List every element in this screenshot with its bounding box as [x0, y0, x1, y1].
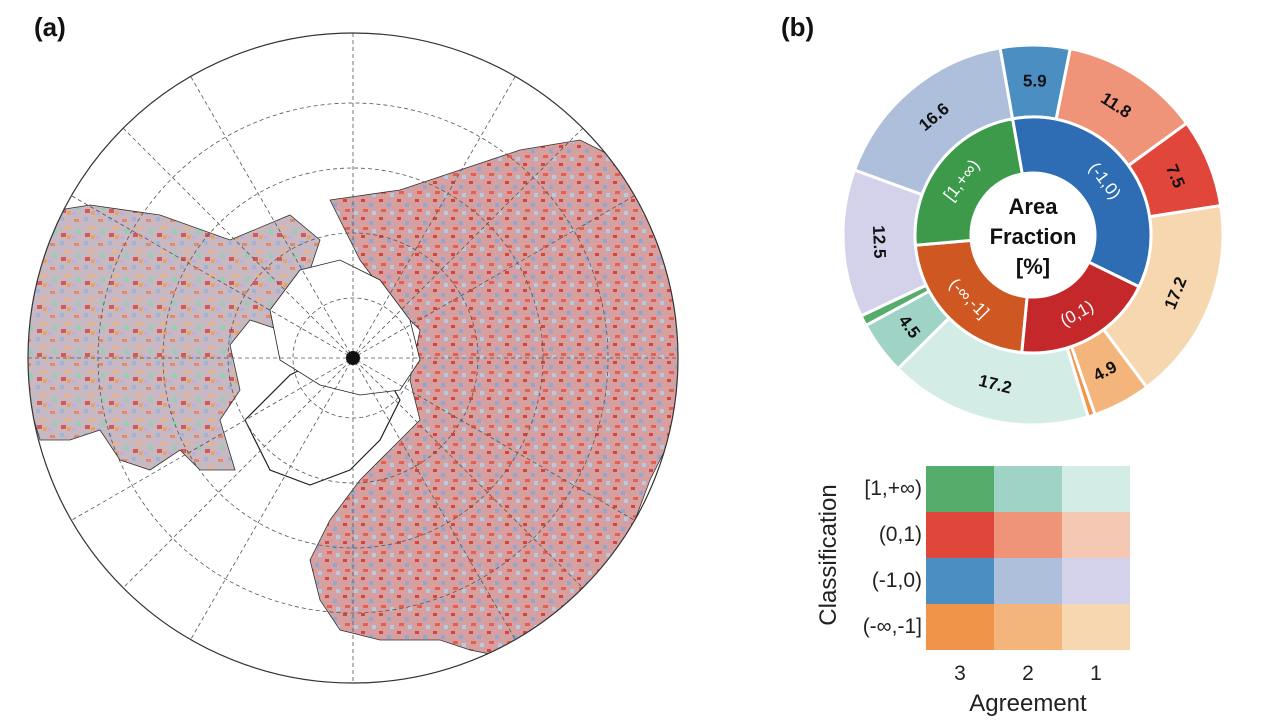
arctic-ocean [269, 259, 421, 396]
heatmap-row-label-2: (0,1) [879, 523, 922, 546]
north-pole-marker [346, 351, 360, 365]
donut-center-line-2: Fraction [990, 224, 1077, 249]
heatmap-col-label-3: 3 [954, 662, 966, 685]
heatmap-cell-1-inf-agr2 [994, 466, 1062, 512]
donut-center-line-3: [%] [1016, 254, 1050, 279]
donut-center-line-1: Area [1009, 194, 1059, 219]
classification-agreement-heatmap: [1,+∞) (0,1) (-1,0) (-∞,-1] 3 2 1 Agreem… [815, 466, 1130, 717]
polar-map [27, 32, 679, 684]
heatmap-row-label-4: (-∞,-1] [863, 615, 922, 638]
panel-a-label: (a) [34, 12, 66, 42]
heatmap-cell-1-inf-agr1 [1062, 466, 1130, 512]
heatmap-col-label-2: 2 [1022, 662, 1034, 685]
outer-slice-label: 12.5 [869, 225, 889, 259]
heatmap-xlabel: Agreement [969, 690, 1087, 717]
panel-b-label: (b) [781, 12, 815, 42]
heatmap-row-label-3: (-1,0) [872, 569, 922, 592]
heatmap-col-label-1: 1 [1090, 662, 1102, 685]
heatmap-cell-inf-1-agr3 [926, 604, 994, 650]
area-fraction-donut: 5.911.87.517.24.917.24.512.516.6(-1,0)(0… [841, 43, 1225, 427]
heatmap-cell-1-0-agr2 [994, 558, 1062, 604]
heatmap-cell-1-inf-agr3 [926, 466, 994, 512]
heatmap-row-label-1: [1,+∞) [864, 477, 922, 500]
heatmap-cell-1-0-agr1 [1062, 558, 1130, 604]
outer-slice-label: 5.9 [1023, 71, 1047, 90]
heatmap-cell-0-1-agr1 [1062, 512, 1130, 558]
map-boundary [27, 32, 679, 684]
heatmap-cell-inf-1-agr1 [1062, 604, 1130, 650]
heatmap-ylabel: Classification [815, 484, 842, 625]
heatmap-cell-1-0-agr3 [926, 558, 994, 604]
donut-hole [971, 173, 1095, 297]
heatmap-cell-0-1-agr3 [926, 512, 994, 558]
heatmap-cell-0-1-agr2 [994, 512, 1062, 558]
landmass-north-america [28, 204, 321, 471]
heatmap-cell-inf-1-agr2 [994, 604, 1062, 650]
